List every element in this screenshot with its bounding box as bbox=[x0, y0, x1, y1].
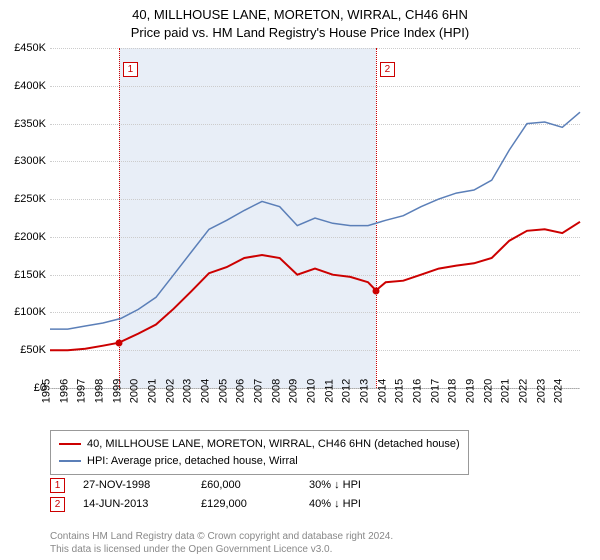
y-tick-label: £200K bbox=[0, 231, 46, 243]
chart-lines bbox=[50, 48, 580, 388]
y-tick-label: £400K bbox=[0, 80, 46, 92]
series-marker bbox=[372, 287, 379, 294]
event-date: 14-JUN-2013 bbox=[83, 495, 183, 514]
event-diff: 30% ↓ HPI bbox=[309, 476, 361, 495]
y-tick-label: £450K bbox=[0, 42, 46, 54]
y-tick-label: £50K bbox=[0, 344, 46, 356]
y-tick-label: £0 bbox=[0, 382, 46, 394]
chart-footer: Contains HM Land Registry data © Crown c… bbox=[50, 530, 393, 556]
footer-copyright: Contains HM Land Registry data © Crown c… bbox=[50, 530, 393, 543]
event-price: £129,000 bbox=[201, 495, 291, 514]
series-marker bbox=[115, 339, 122, 346]
footer-licence: This data is licensed under the Open Gov… bbox=[50, 543, 393, 556]
chart-legend: 40, MILLHOUSE LANE, MORETON, WIRRAL, CH4… bbox=[50, 430, 469, 475]
event-date: 27-NOV-1998 bbox=[83, 476, 183, 495]
legend-item: 40, MILLHOUSE LANE, MORETON, WIRRAL, CH4… bbox=[59, 436, 460, 453]
title-subtitle: Price paid vs. HM Land Registry's House … bbox=[0, 24, 600, 42]
event-diff: 40% ↓ HPI bbox=[309, 495, 361, 514]
legend-swatch bbox=[59, 443, 81, 445]
series-line-hpi bbox=[50, 112, 580, 329]
title-address: 40, MILLHOUSE LANE, MORETON, WIRRAL, CH4… bbox=[0, 6, 600, 24]
event-row: 1 27-NOV-1998 £60,000 30% ↓ HPI bbox=[50, 476, 361, 495]
y-tick-label: £150K bbox=[0, 269, 46, 281]
event-table: 1 27-NOV-1998 £60,000 30% ↓ HPI 2 14-JUN-2013… bbox=[50, 476, 361, 513]
event-row: 2 14-JUN-2013 £129,000 40% ↓ HPI bbox=[50, 495, 361, 514]
y-tick-label: £350K bbox=[0, 118, 46, 130]
legend-item: HPI: Average price, detached house, Wirr… bbox=[59, 453, 460, 470]
y-tick-label: £100K bbox=[0, 306, 46, 318]
chart-title: 40, MILLHOUSE LANE, MORETON, WIRRAL, CH4… bbox=[0, 0, 600, 41]
event-marker-icon: 2 bbox=[50, 497, 65, 512]
series-line-property bbox=[50, 222, 580, 350]
legend-label: 40, MILLHOUSE LANE, MORETON, WIRRAL, CH4… bbox=[87, 436, 460, 453]
chart-plot-area: £0£50K£100K£150K£200K£250K£300K£350K£400… bbox=[50, 48, 580, 389]
event-marker-icon: 1 bbox=[50, 478, 65, 493]
event-price: £60,000 bbox=[201, 476, 291, 495]
y-tick-label: £300K bbox=[0, 155, 46, 167]
y-tick-label: £250K bbox=[0, 193, 46, 205]
legend-label: HPI: Average price, detached house, Wirr… bbox=[87, 453, 298, 470]
legend-swatch bbox=[59, 460, 81, 462]
